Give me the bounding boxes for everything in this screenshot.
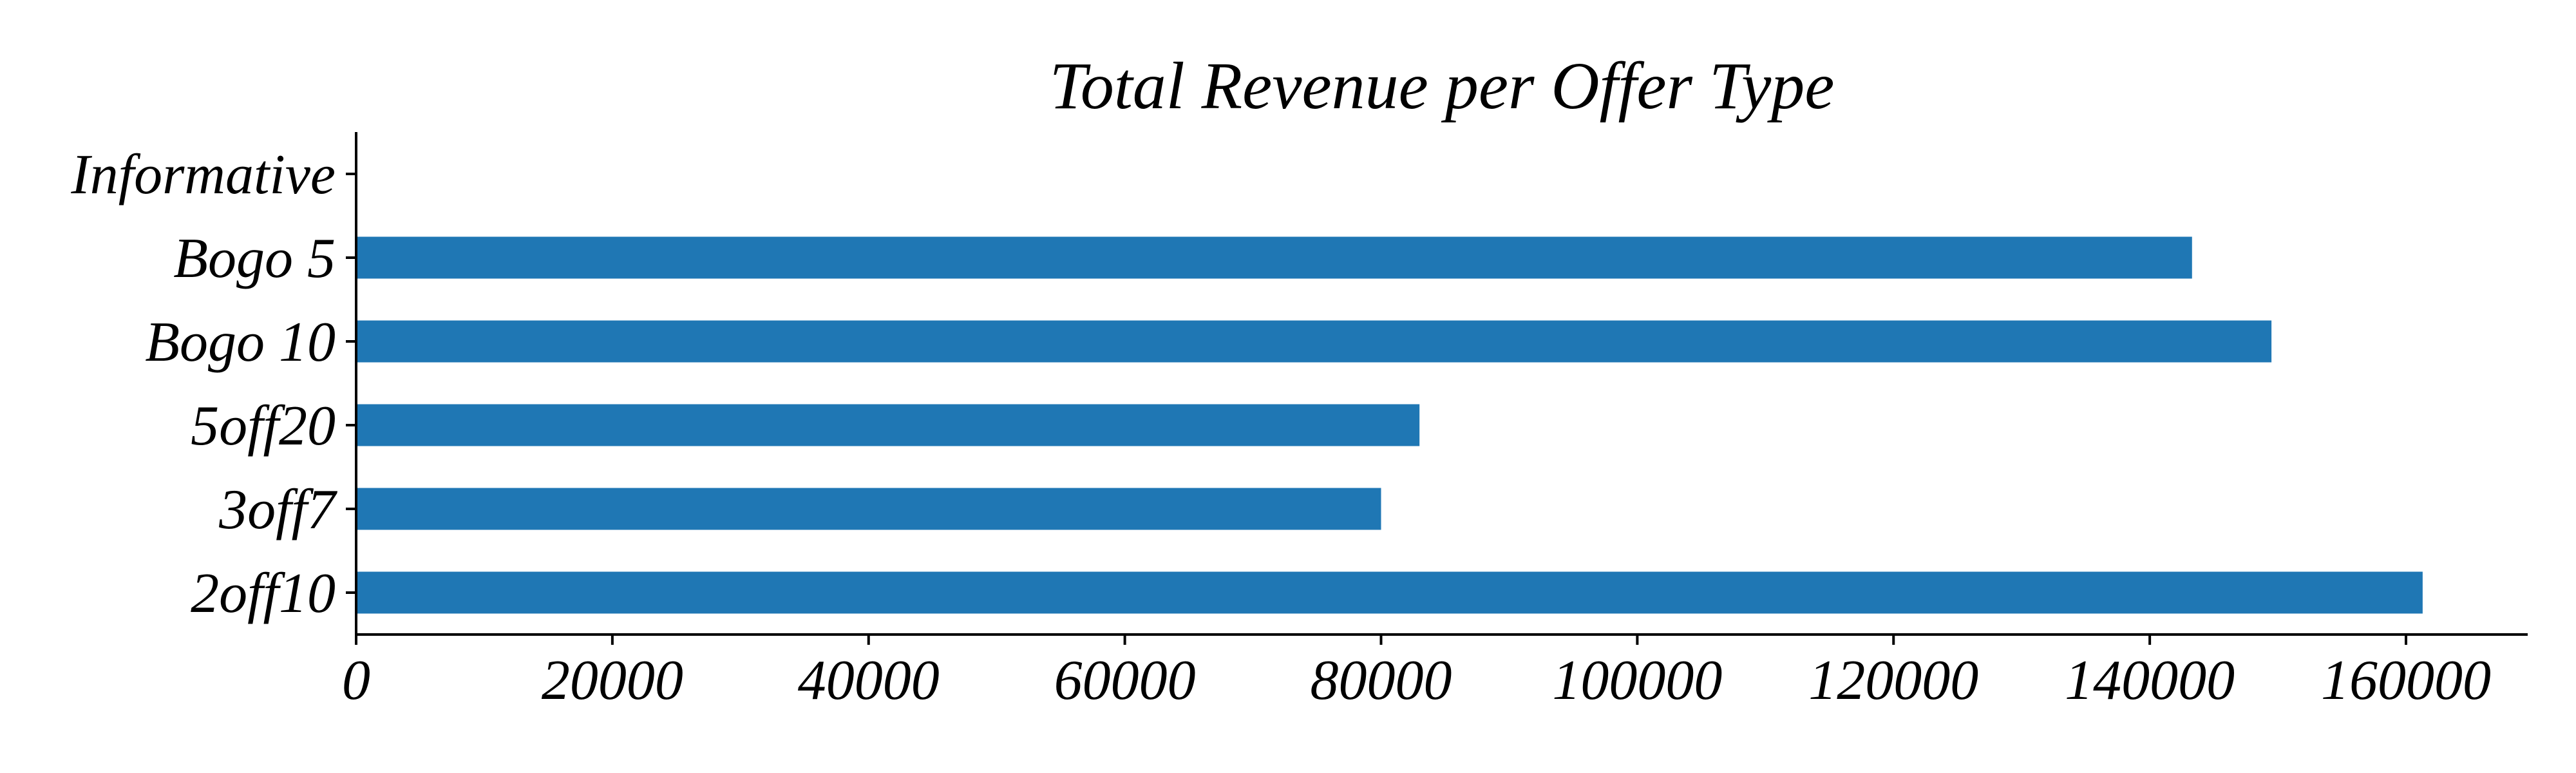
y-tick-label-5off20: 5off20 — [191, 395, 336, 457]
bar-3off7 — [356, 488, 1381, 530]
x-ticks-layer: 0 20000 40000 60000 80000 100000 120000 140000 1… — [342, 635, 2491, 712]
bar-bogo-10 — [356, 320, 2272, 363]
x-tick-label-0: 0 — [342, 649, 370, 712]
x-tick-label-20000: 20000 — [542, 649, 683, 712]
chart-title: Total Revenue per Offer Type — [1050, 49, 1835, 123]
axes-layer — [355, 132, 2528, 636]
y-tick-label-3off7: 3off7 — [218, 479, 338, 541]
x-tick-label-140000: 140000 — [2065, 649, 2235, 712]
y-tick-label-bogo-5: Bogo 5 — [173, 227, 336, 290]
x-tick-label-100000: 100000 — [1552, 649, 1722, 712]
y-tick-label-bogo-10: Bogo 10 — [145, 311, 336, 374]
x-tick-label-60000: 60000 — [1054, 649, 1196, 712]
bars-layer — [356, 236, 2423, 614]
y-ticks-layer: 2off10 3off7 5off20 Bogo 10 Bogo 5 Informativ… — [70, 144, 356, 625]
y-tick-label-informative: Informative — [70, 144, 336, 206]
bar-2off10 — [356, 571, 2423, 614]
bar-bogo-5 — [356, 236, 2192, 279]
bar-5off20 — [356, 404, 1420, 446]
x-tick-label-160000: 160000 — [2321, 649, 2491, 712]
y-tick-label-2off10: 2off10 — [191, 562, 336, 625]
x-tick-label-80000: 80000 — [1311, 649, 1452, 712]
x-tick-label-40000: 40000 — [798, 649, 940, 712]
x-tick-label-120000: 120000 — [1808, 649, 1978, 712]
